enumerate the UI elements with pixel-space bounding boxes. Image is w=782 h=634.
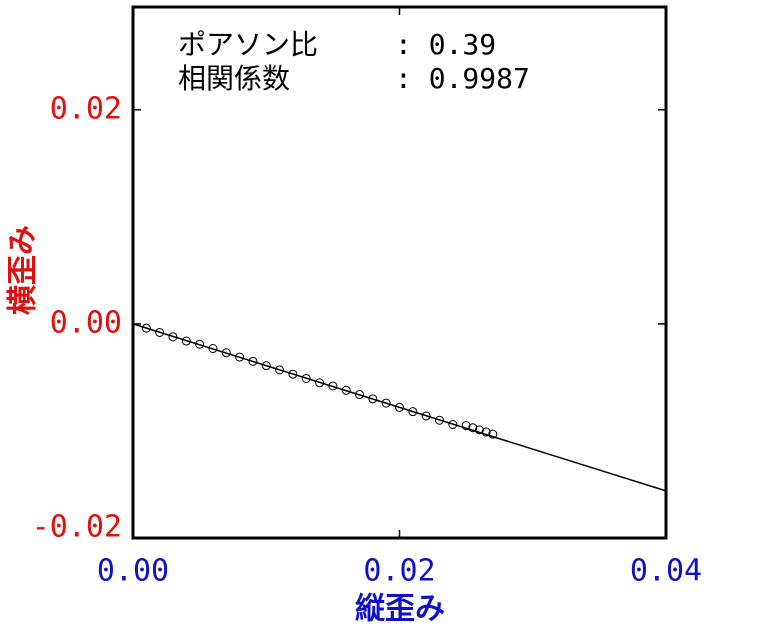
data-point bbox=[275, 365, 285, 375]
y-axis-label: 横歪み bbox=[6, 225, 41, 315]
data-point bbox=[341, 385, 351, 395]
x-tick-label: 0.00 bbox=[97, 554, 169, 589]
data-point bbox=[141, 323, 151, 333]
data-point bbox=[448, 420, 458, 430]
data-point bbox=[315, 378, 325, 388]
y-tick-label: 0.00 bbox=[50, 305, 122, 340]
data-point bbox=[155, 327, 165, 337]
data-point bbox=[261, 361, 271, 371]
data-point bbox=[195, 339, 205, 349]
data-point bbox=[368, 394, 378, 404]
data-point bbox=[168, 332, 178, 342]
data-point bbox=[208, 344, 218, 354]
data-point bbox=[488, 429, 498, 439]
annotation-label: ポアソン比 bbox=[178, 28, 318, 61]
x-tick-label: 0.04 bbox=[630, 554, 702, 589]
data-point bbox=[421, 411, 431, 421]
y-tick-label: 0.02 bbox=[50, 91, 122, 126]
data-point bbox=[248, 356, 258, 366]
x-tick-label: 0.02 bbox=[363, 554, 435, 589]
annotation-value: : 0.39 bbox=[395, 28, 496, 61]
data-point bbox=[468, 423, 478, 433]
data-point bbox=[301, 373, 311, 383]
data-point bbox=[355, 390, 365, 400]
data-point bbox=[181, 336, 191, 346]
data-point bbox=[288, 369, 298, 379]
x-axis-label: 縦歪み bbox=[355, 592, 445, 627]
data-point bbox=[395, 402, 404, 412]
data-point bbox=[434, 415, 444, 425]
data-point bbox=[474, 425, 484, 435]
data-point bbox=[408, 407, 418, 417]
annotation-value: : 0.9987 bbox=[395, 62, 530, 95]
data-point bbox=[235, 352, 245, 362]
data-point bbox=[481, 427, 491, 437]
data-point bbox=[381, 398, 391, 408]
y-tick-label: -0.02 bbox=[32, 510, 122, 545]
annotation-label: 相関係数 bbox=[178, 62, 290, 95]
data-point bbox=[461, 421, 471, 431]
data-point bbox=[221, 348, 231, 358]
data-point bbox=[328, 381, 338, 391]
fit-line bbox=[132, 323, 667, 492]
